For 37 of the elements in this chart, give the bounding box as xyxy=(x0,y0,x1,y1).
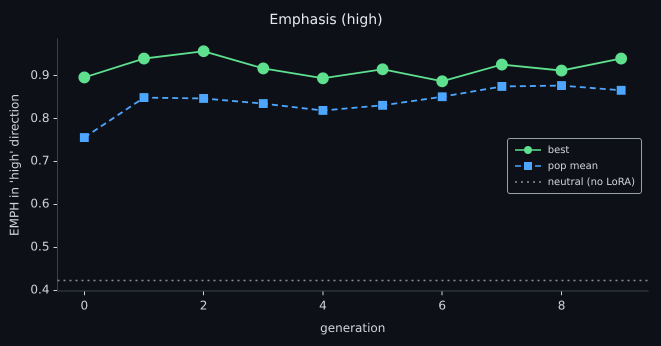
point xyxy=(317,72,329,84)
point xyxy=(78,72,90,84)
point xyxy=(436,75,448,88)
legend-label: pop mean xyxy=(548,160,598,172)
x-tick-label: 8 xyxy=(558,298,566,313)
y-axis-title: EMPH in 'high' direction xyxy=(7,94,22,236)
point xyxy=(615,52,628,64)
point xyxy=(198,45,210,58)
point xyxy=(497,82,506,91)
legend-label: best xyxy=(548,144,570,156)
y-tick-label: 0.9 xyxy=(30,68,50,82)
point xyxy=(378,100,387,110)
y-tick-label: 0.7 xyxy=(30,154,50,168)
point xyxy=(138,52,150,64)
point xyxy=(556,64,568,76)
point xyxy=(140,93,148,102)
point xyxy=(318,106,328,115)
point xyxy=(199,94,208,103)
y-tick-label: 0.8 xyxy=(30,110,50,125)
x-axis-title: generation xyxy=(320,320,386,335)
x-tick-label: 2 xyxy=(200,298,208,313)
chart-title: Emphasis (high) xyxy=(269,12,383,28)
y-tick-label: 0.5 xyxy=(30,240,50,254)
y-tick-label: 0.6 xyxy=(30,196,50,211)
y-tick-label: 0.4 xyxy=(30,282,50,296)
x-tick-label: 4 xyxy=(319,298,327,313)
legend-label: neutral (no LoRA) xyxy=(548,176,635,188)
point xyxy=(616,86,626,95)
x-tick-label: 0 xyxy=(80,298,88,313)
point xyxy=(257,62,270,74)
point xyxy=(80,133,89,142)
point xyxy=(376,63,388,76)
point xyxy=(557,81,566,90)
x-tick-label: 6 xyxy=(438,298,446,313)
point xyxy=(496,58,508,70)
point xyxy=(258,99,268,108)
point xyxy=(438,92,447,102)
